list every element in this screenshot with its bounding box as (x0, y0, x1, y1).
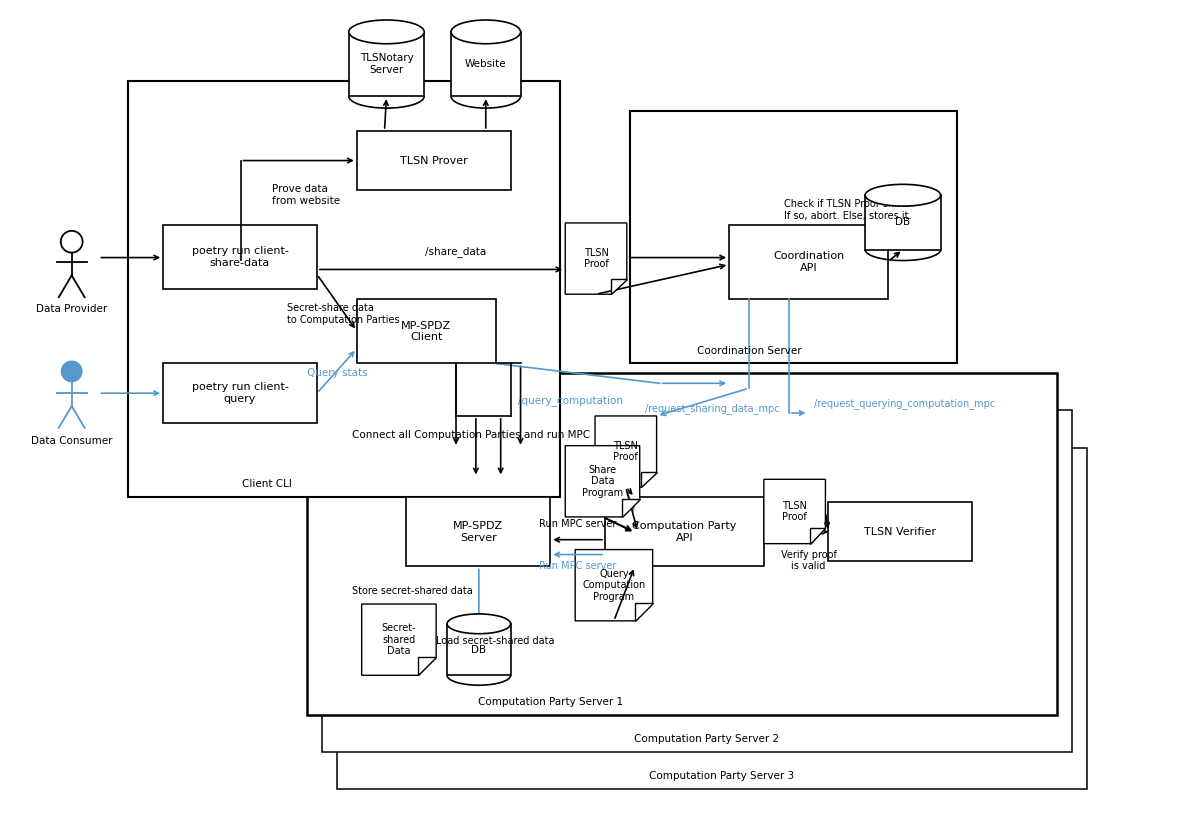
Text: Computation Party Server 1: Computation Party Server 1 (478, 697, 623, 707)
Bar (605, 497, 764, 566)
Text: Connect all Computation Parties and run MPC: Connect all Computation Parties and run … (352, 430, 590, 439)
Text: Computation Party Server 3: Computation Party Server 3 (648, 771, 793, 781)
Text: /share_data: /share_data (425, 246, 487, 257)
Bar (407, 497, 551, 566)
Text: /query_computation: /query_computation (517, 395, 623, 406)
Text: Coordination Server: Coordination Server (697, 346, 802, 356)
Polygon shape (764, 479, 826, 544)
Text: Computation Party
API: Computation Party API (632, 521, 737, 542)
Ellipse shape (349, 20, 425, 44)
Bar (828, 502, 972, 561)
Bar (322, 410, 1072, 751)
Text: Data Provider: Data Provider (36, 305, 107, 314)
Polygon shape (565, 445, 640, 517)
Text: Load secret-shared data: Load secret-shared data (436, 635, 554, 646)
Bar (128, 81, 560, 497)
Bar (349, 32, 425, 96)
Text: Prove data
from website: Prove data from website (272, 184, 341, 206)
Bar (356, 299, 496, 364)
Polygon shape (361, 604, 436, 676)
Text: TLSNotary
Server: TLSNotary Server (360, 53, 413, 75)
Bar (163, 364, 317, 423)
Text: Computation Party Server 2: Computation Party Server 2 (634, 733, 779, 744)
Text: Query
Computation
Program: Query Computation Program (582, 569, 646, 602)
Text: Run MPC server: Run MPC server (540, 518, 617, 529)
Text: Secret-share data
to Computation Parties: Secret-share data to Computation Parties (287, 303, 400, 325)
Polygon shape (575, 550, 653, 621)
Text: TLSN
Proof: TLSN Proof (782, 500, 808, 523)
Ellipse shape (448, 614, 511, 634)
Bar (451, 32, 521, 96)
Text: Query stats: Query stats (307, 369, 367, 379)
Bar (307, 374, 1057, 715)
Polygon shape (641, 472, 656, 487)
Text: Check if TLSN Proof exists.
If so, abort. Else, stores it.: Check if TLSN Proof exists. If so, abort… (784, 199, 913, 221)
Polygon shape (612, 279, 626, 294)
Polygon shape (565, 223, 626, 294)
Text: TLSN
Proof: TLSN Proof (583, 248, 608, 269)
Bar (448, 624, 511, 676)
Ellipse shape (451, 20, 521, 44)
Bar (630, 111, 958, 364)
Bar (730, 225, 888, 299)
Text: TLSN Prover: TLSN Prover (400, 156, 468, 165)
Text: MP-SPDZ
Client: MP-SPDZ Client (401, 320, 451, 342)
Text: Coordination
API: Coordination API (773, 251, 844, 273)
Text: Data Consumer: Data Consumer (31, 435, 113, 446)
Text: Verify proof
is valid: Verify proof is valid (781, 550, 836, 571)
Polygon shape (635, 603, 653, 621)
Text: DB: DB (472, 644, 486, 654)
Text: Website: Website (464, 59, 506, 69)
Text: Store secret-shared data: Store secret-shared data (352, 586, 473, 596)
Text: MP-SPDZ
Server: MP-SPDZ Server (454, 521, 504, 542)
Polygon shape (595, 416, 656, 487)
Ellipse shape (865, 184, 941, 206)
Polygon shape (622, 499, 640, 517)
Text: TLSN
Proof: TLSN Proof (613, 441, 638, 463)
Text: Run MPC server: Run MPC server (540, 561, 617, 571)
Text: Secret-
shared
Data: Secret- shared Data (382, 623, 416, 656)
Bar (337, 448, 1086, 789)
Polygon shape (419, 658, 436, 676)
Bar (865, 195, 941, 249)
Text: /request_querying_computation_mpc: /request_querying_computation_mpc (814, 398, 995, 408)
Text: Client CLI: Client CLI (242, 479, 293, 489)
Text: poetry run client-
query: poetry run client- query (192, 383, 288, 404)
Text: poetry run client-
share-data: poetry run client- share-data (192, 246, 288, 267)
Text: TLSN Verifier: TLSN Verifier (864, 527, 936, 537)
Text: /request_sharing_data_mpc: /request_sharing_data_mpc (644, 403, 779, 414)
Circle shape (61, 360, 83, 383)
Bar (163, 225, 317, 289)
Text: Share
Data
Program: Share Data Program (582, 465, 623, 498)
Bar (356, 131, 511, 190)
Text: DB: DB (895, 217, 911, 227)
Polygon shape (810, 528, 826, 544)
